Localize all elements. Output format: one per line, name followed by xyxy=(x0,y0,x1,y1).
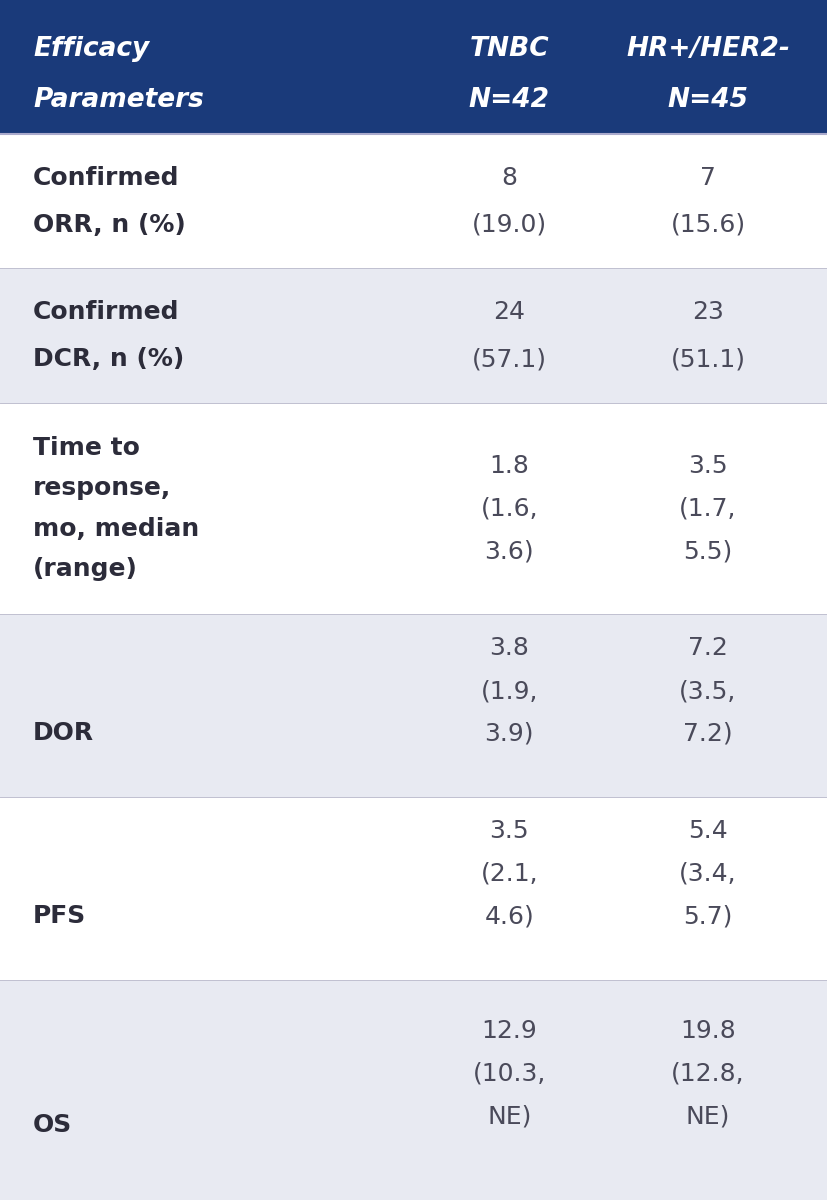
Text: (15.6): (15.6) xyxy=(670,212,744,236)
Text: 3.9): 3.9) xyxy=(484,721,533,745)
Text: 7.2: 7.2 xyxy=(687,636,727,660)
Text: Parameters: Parameters xyxy=(33,88,203,113)
Text: 3.5: 3.5 xyxy=(489,820,528,844)
Text: (12.8,: (12.8, xyxy=(671,1062,743,1086)
Text: 3.5: 3.5 xyxy=(687,454,727,478)
Text: 8: 8 xyxy=(500,166,517,190)
Text: (2.1,: (2.1, xyxy=(480,862,538,886)
Text: 3.8: 3.8 xyxy=(489,636,528,660)
Text: N=45: N=45 xyxy=(667,88,748,113)
Text: 1.8: 1.8 xyxy=(489,454,528,478)
Text: 5.5): 5.5) xyxy=(682,539,732,563)
Text: (3.4,: (3.4, xyxy=(678,862,736,886)
Text: 19.8: 19.8 xyxy=(679,1019,735,1043)
Text: 5.4: 5.4 xyxy=(687,820,727,844)
Text: 23: 23 xyxy=(691,300,723,324)
Text: (57.1): (57.1) xyxy=(471,347,546,371)
Bar xyxy=(0,980,827,1200)
Text: Confirmed: Confirmed xyxy=(33,166,179,190)
Text: 12.9: 12.9 xyxy=(480,1019,537,1043)
Text: mo, median: mo, median xyxy=(33,517,199,541)
Text: TNBC: TNBC xyxy=(469,36,548,62)
Text: 7: 7 xyxy=(699,166,715,190)
Text: (range): (range) xyxy=(33,558,138,582)
Text: (3.5,: (3.5, xyxy=(678,679,736,703)
Bar xyxy=(0,403,827,614)
Text: DOR: DOR xyxy=(33,721,94,745)
Bar xyxy=(0,614,827,797)
Text: Confirmed: Confirmed xyxy=(33,300,179,324)
Text: (10.3,: (10.3, xyxy=(472,1062,545,1086)
Bar xyxy=(0,0,827,134)
Text: DCR, n (%): DCR, n (%) xyxy=(33,347,184,371)
Text: 7.2): 7.2) xyxy=(682,721,732,745)
Text: N=42: N=42 xyxy=(468,88,549,113)
Text: (51.1): (51.1) xyxy=(670,347,744,371)
Text: ORR, n (%): ORR, n (%) xyxy=(33,212,185,236)
Text: 4.6): 4.6) xyxy=(484,905,533,929)
Text: (1.9,: (1.9, xyxy=(480,679,538,703)
Text: (1.7,: (1.7, xyxy=(678,497,736,521)
Text: HR+/HER2-: HR+/HER2- xyxy=(625,36,789,62)
Text: NE): NE) xyxy=(685,1105,729,1129)
Text: OS: OS xyxy=(33,1114,72,1138)
Bar xyxy=(0,269,827,403)
Text: (19.0): (19.0) xyxy=(471,212,546,236)
Text: Efficacy: Efficacy xyxy=(33,36,149,62)
Text: response,: response, xyxy=(33,476,171,500)
Text: PFS: PFS xyxy=(33,904,86,928)
Text: 5.7): 5.7) xyxy=(682,905,732,929)
Text: Time to: Time to xyxy=(33,436,140,460)
Text: (1.6,: (1.6, xyxy=(480,497,538,521)
Bar xyxy=(0,797,827,980)
Bar xyxy=(0,134,827,269)
Text: 24: 24 xyxy=(493,300,524,324)
Text: 3.6): 3.6) xyxy=(484,539,533,563)
Text: NE): NE) xyxy=(486,1105,531,1129)
